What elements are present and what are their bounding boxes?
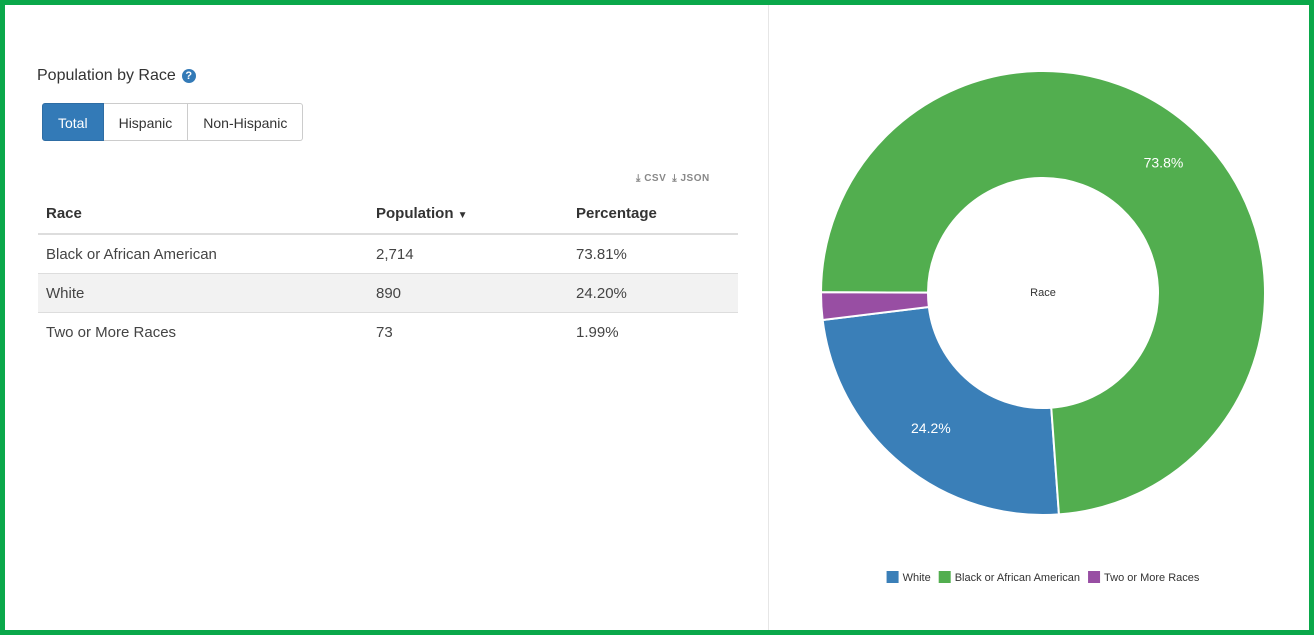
donut-chart: Race 24.2% 73.8% White Black or African Ame… — [819, 70, 1266, 584]
legend-label: Black or African American — [955, 572, 1080, 584]
row: White 890 24.20% — [38, 273, 738, 313]
slice — [820, 291, 930, 322]
row: Black or African American 2,714 73.81% — [38, 234, 738, 274]
table-panel: Population by Race? Total Hispanic Non-H… — [5, 5, 769, 630]
downloads: ⤓ CSV ⤓ JSON — [630, 173, 710, 184]
slice — [821, 305, 1061, 516]
legend: White Black or African American Two or Mor… — [886, 571, 1200, 584]
download-label: JSON — [680, 173, 710, 184]
legend-label: White — [903, 572, 931, 584]
sort-icon: ▼ — [457, 209, 468, 221]
data-label: 73.8% — [1144, 155, 1184, 171]
download-label: CSV — [644, 173, 667, 184]
cell: White — [38, 273, 368, 313]
cell: Black or African American — [38, 234, 368, 274]
row: Two or More Races 73 1.99% — [38, 313, 738, 352]
download-link[interactable]: ⤓ CSV — [636, 173, 667, 184]
data-table: Race Population ▼ Percentage Black or Af… — [38, 193, 738, 351]
legend-swatch — [938, 571, 951, 583]
cell: 1.99% — [576, 323, 619, 341]
data-label: 24.2% — [911, 420, 951, 436]
legend-swatch — [1088, 571, 1101, 583]
cell: 73 — [376, 323, 393, 341]
column-header[interactable]: Race — [38, 193, 368, 235]
tab[interactable]: Total — [42, 103, 104, 141]
column-header[interactable]: Population ▼ — [368, 193, 568, 235]
section-title: Population by Race? — [37, 67, 196, 85]
header-row: Race Population ▼ Percentage — [38, 193, 738, 235]
tab[interactable]: Non-Hispanic — [188, 103, 304, 141]
title-text: Population by Race — [37, 67, 176, 84]
column-header-text: Population — [376, 204, 454, 222]
help-icon[interactable]: ? — [181, 69, 196, 83]
center-label: Race — [1030, 287, 1056, 299]
cell: Two or More Races — [46, 323, 177, 341]
slice — [819, 70, 1266, 516]
tab-group: Total Hispanic Non-Hispanic — [42, 103, 304, 141]
cell: 890 — [368, 273, 568, 313]
tab[interactable]: Hispanic — [103, 103, 189, 141]
cell: 2,714 — [368, 234, 568, 274]
download-link[interactable]: ⤓ JSON — [672, 173, 710, 184]
column-header[interactable]: Percentage — [568, 193, 738, 235]
legend-swatch — [886, 571, 899, 583]
cell: 24.20% — [568, 273, 738, 313]
legend-label: Two or More Races — [1104, 572, 1200, 584]
cell: 73.81% — [568, 234, 738, 274]
